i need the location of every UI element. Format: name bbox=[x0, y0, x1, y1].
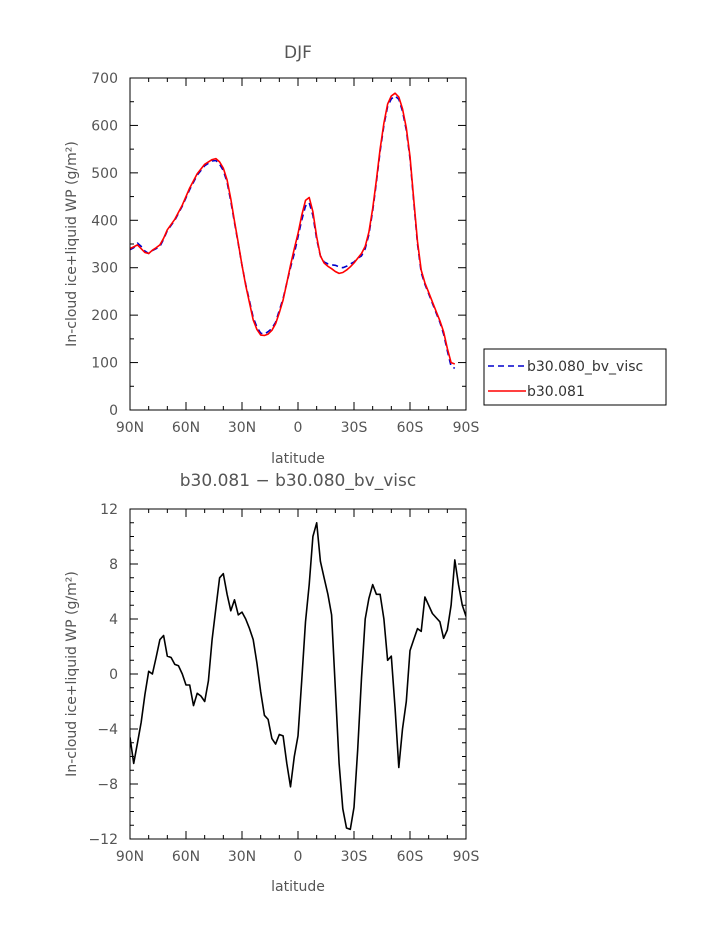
y-tick-label: 700 bbox=[91, 71, 118, 87]
y-tick-label: 4 bbox=[109, 612, 118, 628]
y-tick-label: 600 bbox=[91, 118, 118, 134]
series-line-difference bbox=[130, 521, 466, 831]
x-tick-label: 60S bbox=[397, 849, 424, 865]
bottom-chart-xlabel: latitude bbox=[271, 879, 325, 895]
y-tick-label: −8 bbox=[97, 777, 118, 793]
legend: b30.080_bv_visc b30.081 bbox=[483, 348, 667, 406]
y-tick-label: 0 bbox=[109, 667, 118, 683]
x-tick-label: 90N bbox=[116, 420, 144, 436]
x-tick-label: 30N bbox=[228, 849, 256, 865]
top-chart-ylabel: In-cloud ice+liquid WP (g/m²) bbox=[64, 141, 80, 347]
top-plot-frame bbox=[129, 77, 467, 411]
x-tick-label: 90N bbox=[116, 849, 144, 865]
bottom-chart: b30.081 − b30.080_bv_visc 90N 60N 30N 0 30S 6… bbox=[64, 471, 479, 895]
x-tick-label: 30N bbox=[228, 420, 256, 436]
x-tick-label: 60N bbox=[172, 420, 200, 436]
y-tick-label: −12 bbox=[88, 832, 118, 848]
y-tick-label: 500 bbox=[91, 166, 118, 182]
y-tick-label: 100 bbox=[91, 356, 118, 372]
y-tick-label: 300 bbox=[91, 261, 118, 277]
y-tick-label: 12 bbox=[100, 502, 118, 518]
x-tick-label: 0 bbox=[294, 420, 303, 436]
legend-box bbox=[483, 348, 667, 406]
top-chart-series bbox=[130, 92, 456, 370]
x-tick-label: 90S bbox=[453, 849, 480, 865]
legend-label-b30-080: b30.080_bv_visc bbox=[527, 359, 643, 375]
x-tick-label: 90S bbox=[453, 420, 480, 436]
legend-label-b30-081: b30.081 bbox=[527, 384, 585, 400]
y-tick-label: 200 bbox=[91, 308, 118, 324]
top-chart-title: DJF bbox=[284, 43, 312, 63]
y-tick-label: 0 bbox=[109, 403, 118, 419]
bottom-chart-ticks: 90N 60N 30N 0 30S 60S 90S −12 −8 −4 0 4 8 12 bbox=[88, 502, 479, 865]
bottom-chart-ylabel: In-cloud ice+liquid WP (g/m²) bbox=[64, 571, 80, 777]
x-tick-label: 60N bbox=[172, 849, 200, 865]
y-tick-label: −4 bbox=[97, 722, 118, 738]
top-chart-xlabel: latitude bbox=[271, 451, 325, 467]
x-tick-label: 0 bbox=[294, 849, 303, 865]
y-tick-label: 8 bbox=[109, 557, 118, 573]
series-line-b30-080-bv-visc bbox=[130, 95, 456, 370]
top-chart: DJF 90N 60N 30N 0 30S 60S 90S 0 100 200 300 400 500 6… bbox=[64, 43, 667, 467]
x-tick-label: 30S bbox=[341, 420, 368, 436]
x-tick-label: 60S bbox=[397, 420, 424, 436]
bottom-chart-series bbox=[130, 521, 466, 831]
x-tick-label: 30S bbox=[341, 849, 368, 865]
bottom-plot-frame bbox=[129, 508, 467, 840]
top-chart-ticks: 90N 60N 30N 0 30S 60S 90S 0 100 200 300 400 500 600 70… bbox=[91, 71, 479, 436]
series-line-b30-081 bbox=[130, 92, 456, 365]
bottom-chart-title: b30.081 − b30.080_bv_visc bbox=[180, 471, 416, 491]
y-tick-label: 400 bbox=[91, 213, 118, 229]
